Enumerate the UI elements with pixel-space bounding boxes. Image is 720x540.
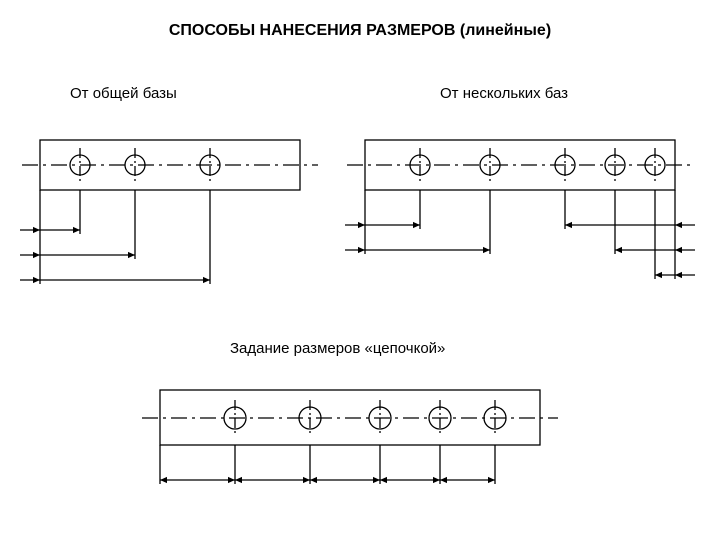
diagram-canvas <box>0 0 720 540</box>
